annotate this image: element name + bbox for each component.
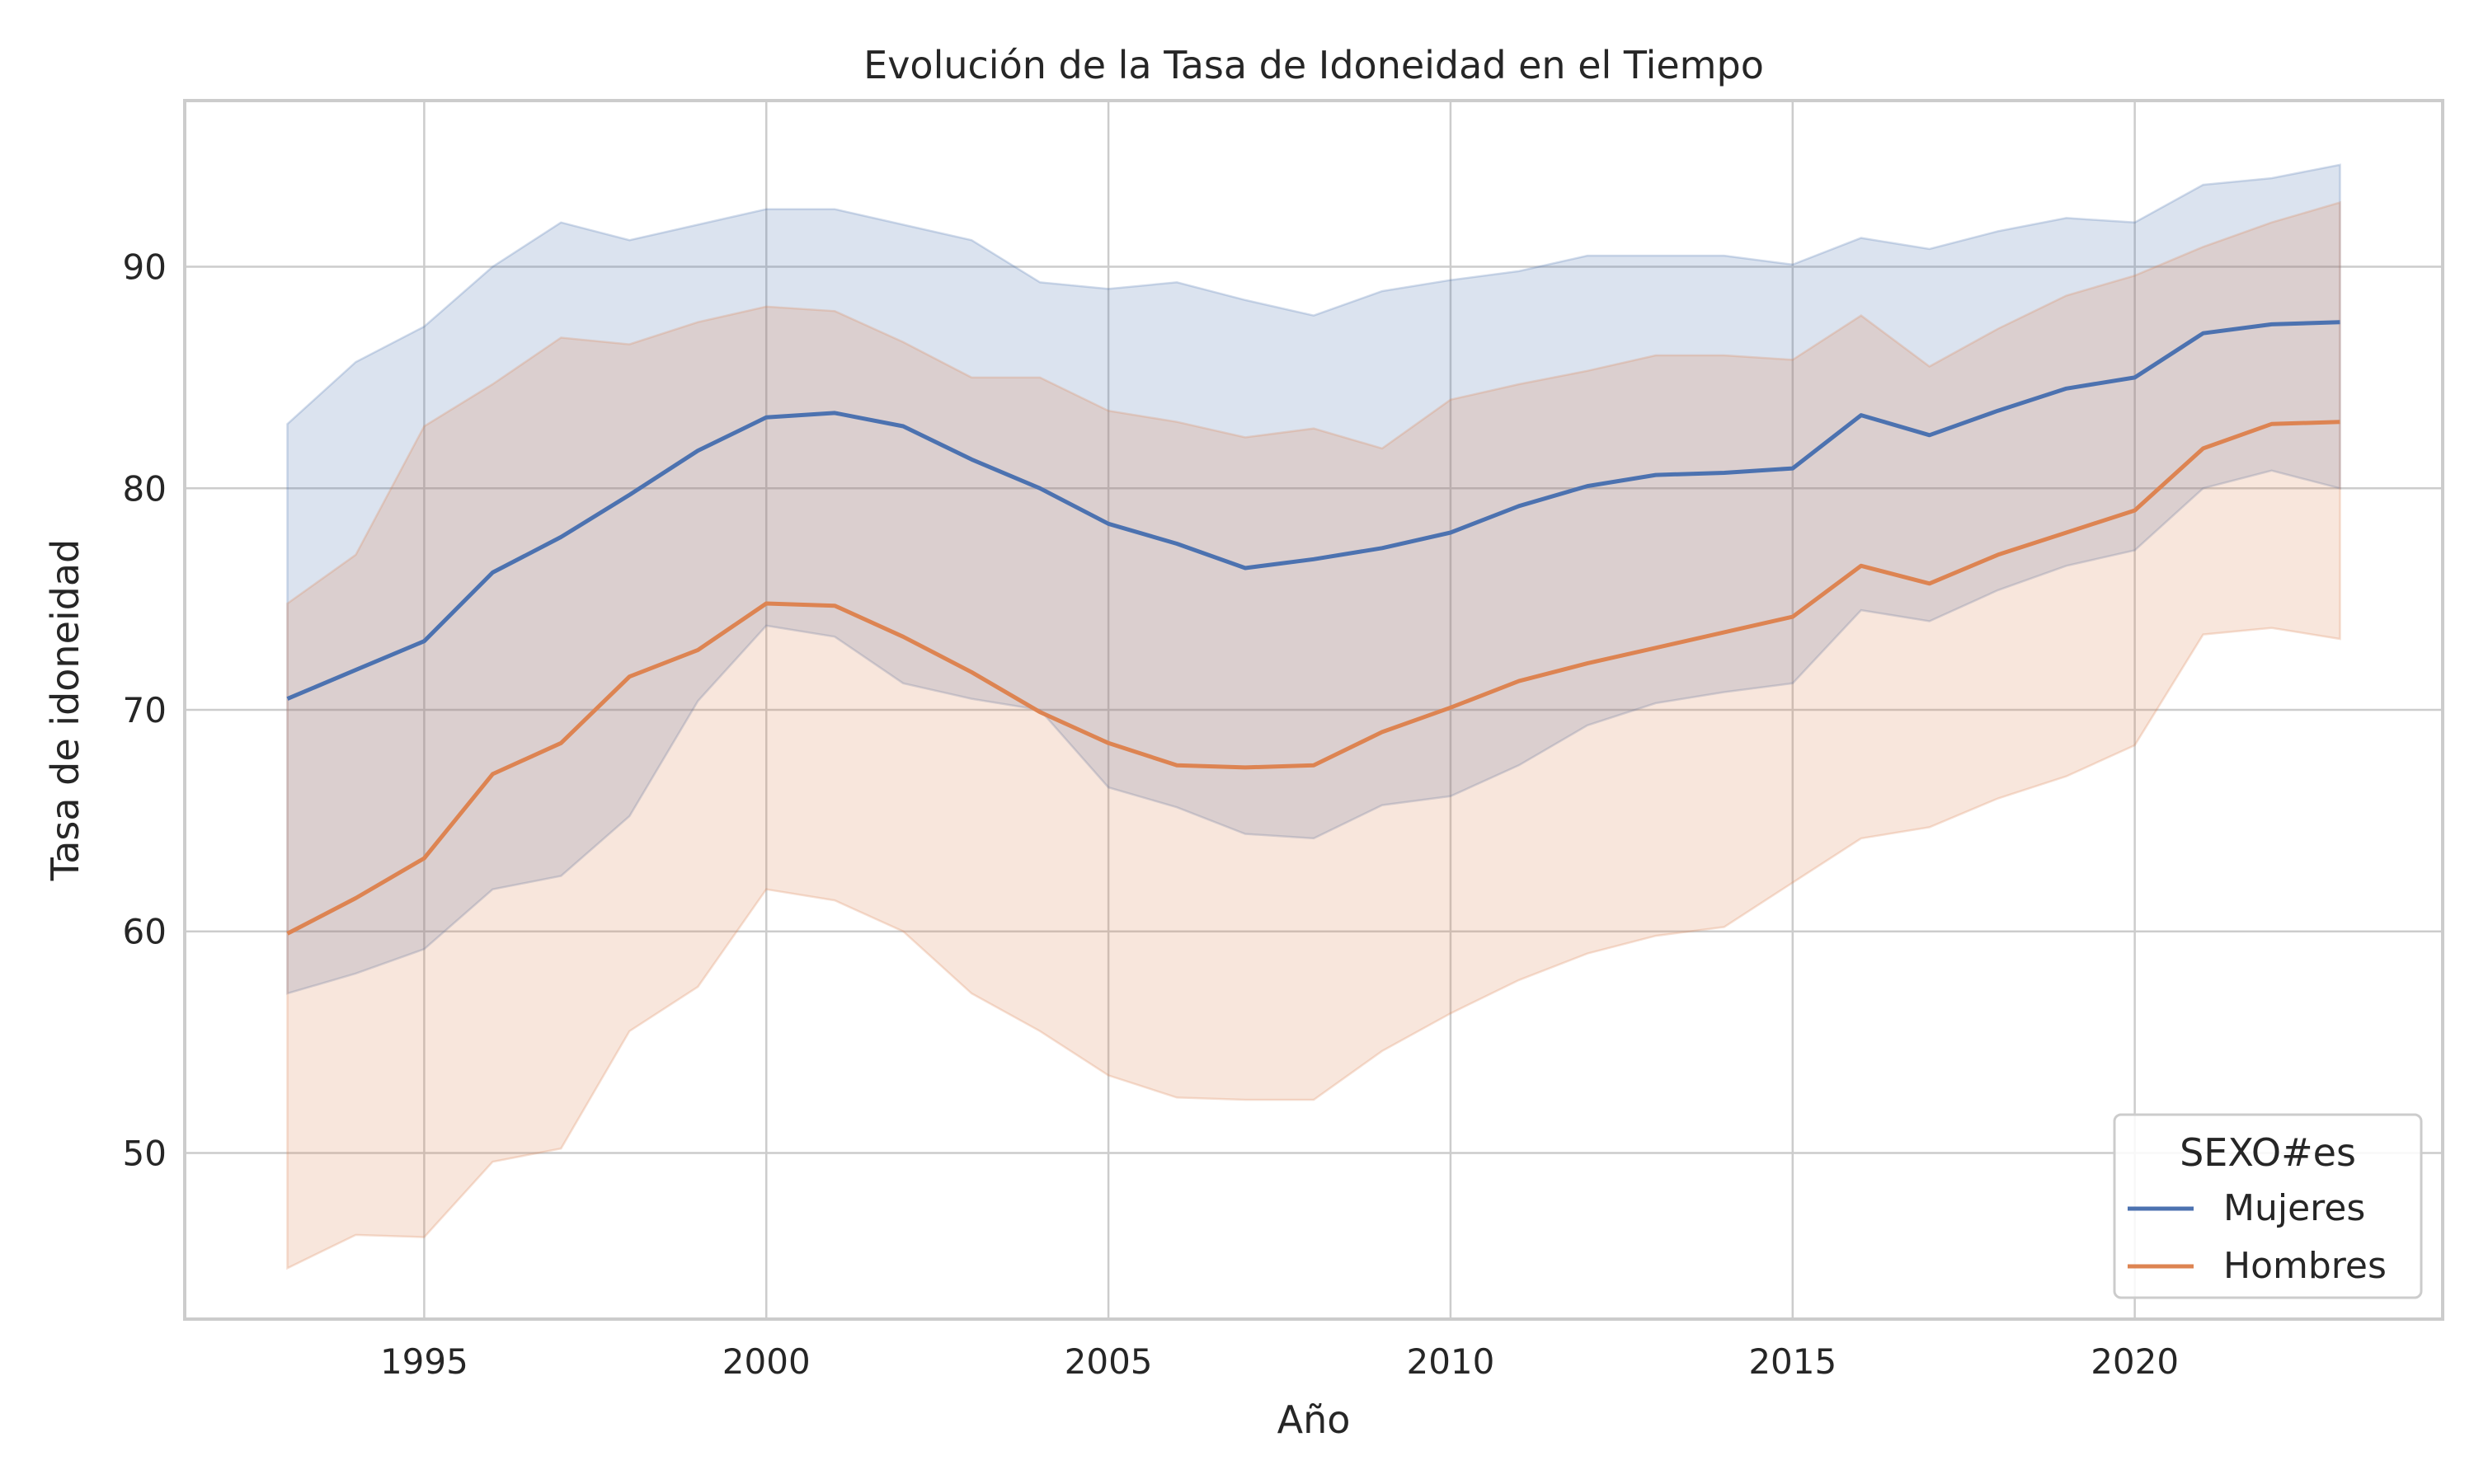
x-tick-label: 2010 [1406, 1341, 1494, 1382]
plot-frame [183, 99, 2444, 1321]
confidence-bands [286, 163, 2341, 1270]
y-tick-label: 60 [123, 912, 167, 952]
x-tick-label: 2000 [722, 1341, 811, 1382]
legend-label: Hombres [2223, 1245, 2387, 1287]
y-axis-title: Tasa de idoneidad [43, 539, 87, 882]
y-tick-label: 50 [123, 1133, 167, 1173]
x-tick-label: 2020 [2091, 1341, 2179, 1382]
series-line-hombres [286, 420, 2340, 936]
y-tick-label: 70 [123, 690, 167, 730]
grid [185, 101, 2443, 1319]
x-tick-label: 1995 [380, 1341, 468, 1382]
x-tick-label: 2015 [1748, 1341, 1837, 1382]
x-tick-labels: 1995 2000 2005 2010 2015 2020 [380, 1341, 2179, 1382]
legend-title: SEXO#es [2180, 1130, 2356, 1175]
confidence-band-mujeres [286, 163, 2341, 995]
legend-item-hombres: Hombres [2128, 1245, 2387, 1287]
series-lines [286, 320, 2340, 936]
series-line-mujeres [286, 320, 2340, 701]
y-tick-label: 80 [123, 468, 167, 509]
legend-box [2113, 1113, 2423, 1299]
y-tick-labels: 50 60 70 80 90 [123, 247, 167, 1174]
confidence-band-hombres [286, 200, 2341, 1270]
legend-label: Mujeres [2223, 1187, 2365, 1229]
x-axis-title: Año [1277, 1397, 1351, 1442]
x-tick-label: 2005 [1065, 1341, 1153, 1382]
legend: SEXO#es Mujeres Hombres [2113, 1113, 2423, 1299]
legend-items: Mujeres Hombres [2128, 1187, 2387, 1287]
legend-item-mujeres: Mujeres [2128, 1187, 2365, 1229]
y-tick-label: 90 [123, 247, 167, 288]
chart-title: Evolución de la Tasa de Idoneidad en el … [863, 43, 1764, 87]
